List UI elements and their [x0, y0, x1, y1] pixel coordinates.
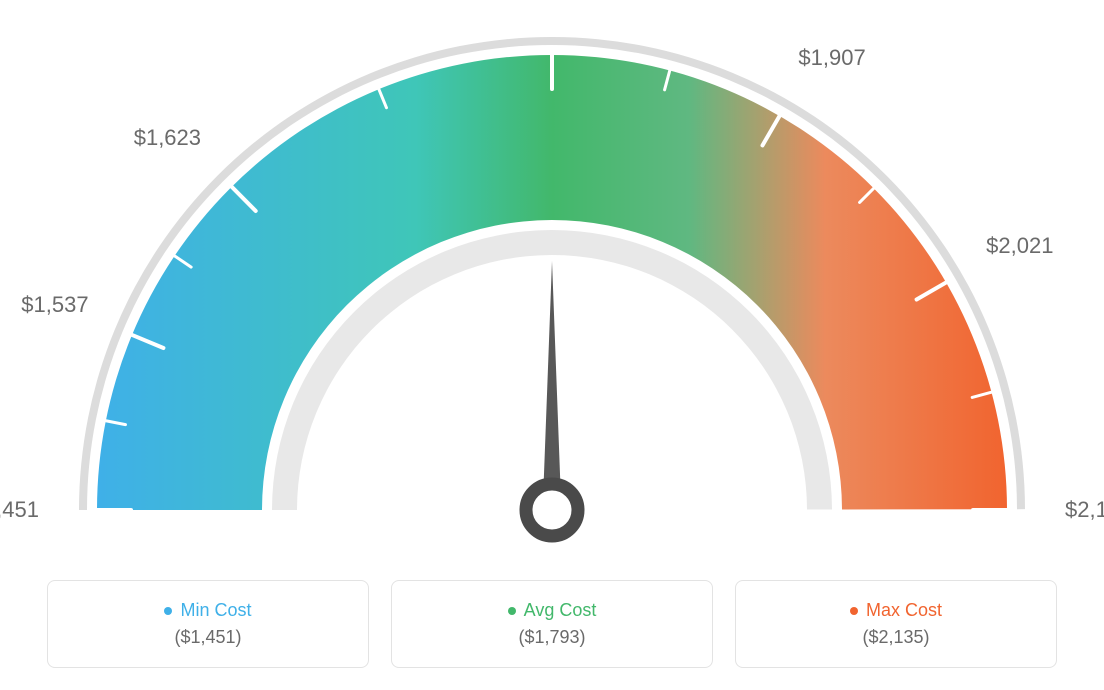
max-cost-value: ($2,135)	[862, 627, 929, 648]
avg-cost-value: ($1,793)	[518, 627, 585, 648]
max-cost-header: Max Cost	[850, 600, 942, 621]
min-cost-header: Min Cost	[164, 600, 251, 621]
gauge-tick-label: $1,623	[134, 125, 201, 151]
avg-cost-header: Avg Cost	[508, 600, 597, 621]
gauge-svg	[0, 0, 1104, 560]
gauge-tick-label: $1,907	[798, 45, 865, 71]
gauge-tick-label: $2,135	[1065, 497, 1104, 523]
avg-cost-title: Avg Cost	[524, 600, 597, 621]
max-cost-card: Max Cost ($2,135)	[735, 580, 1057, 668]
min-dot-icon	[164, 607, 172, 615]
min-cost-value: ($1,451)	[174, 627, 241, 648]
min-cost-title: Min Cost	[180, 600, 251, 621]
avg-cost-card: Avg Cost ($1,793)	[391, 580, 713, 668]
max-dot-icon	[850, 607, 858, 615]
avg-dot-icon	[508, 607, 516, 615]
gauge-area: $1,451$1,537$1,623$1,793$1,907$2,021$2,1…	[0, 0, 1104, 560]
gauge-tick-label: $1,451	[0, 497, 39, 523]
summary-cards: Min Cost ($1,451) Avg Cost ($1,793) Max …	[0, 580, 1104, 668]
gauge-tick-label: $2,021	[986, 233, 1053, 259]
min-cost-card: Min Cost ($1,451)	[47, 580, 369, 668]
gauge-tick-label: $1,537	[21, 292, 88, 318]
gauge-chart-container: $1,451$1,537$1,623$1,793$1,907$2,021$2,1…	[0, 0, 1104, 690]
max-cost-title: Max Cost	[866, 600, 942, 621]
